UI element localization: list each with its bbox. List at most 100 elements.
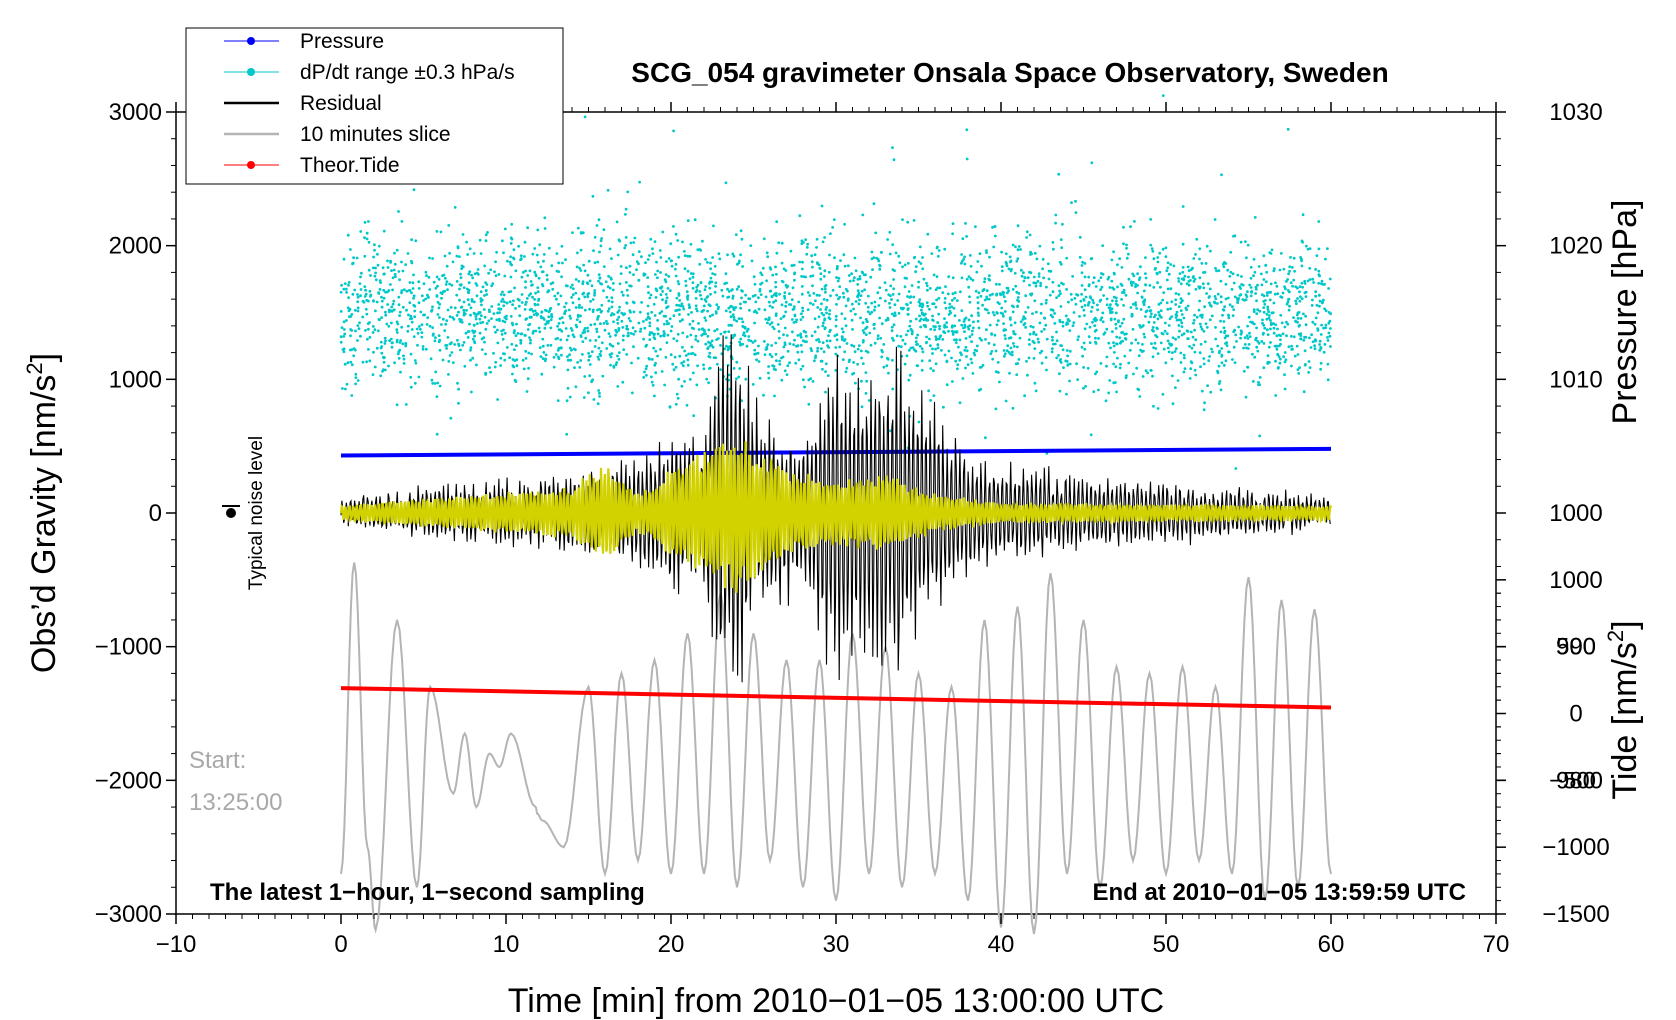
dpdt-point (346, 306, 350, 310)
dpdt-point (843, 264, 847, 268)
dpdt-point (1232, 281, 1236, 285)
dpdt-point (1110, 258, 1114, 262)
dpdt-point (909, 346, 913, 350)
dpdt-point (1220, 173, 1223, 177)
dpdt-point (953, 338, 956, 342)
dpdt-point (933, 328, 936, 332)
dpdt-point (1220, 361, 1224, 365)
dpdt-point (928, 337, 931, 341)
dpdt-point (943, 325, 946, 329)
dpdt-point (1111, 299, 1114, 303)
dpdt-point (1033, 299, 1037, 303)
dpdt-point (628, 309, 632, 313)
dpdt-point (543, 326, 547, 330)
dpdt-point (1001, 290, 1005, 294)
dpdt-point (1132, 274, 1136, 278)
dpdt-point (368, 289, 372, 293)
dpdt-point (1192, 280, 1196, 283)
dpdt-point (971, 372, 975, 375)
dpdt-point (976, 296, 980, 299)
dpdt-point (950, 298, 954, 302)
dpdt-point (676, 332, 680, 336)
dpdt-point (784, 269, 788, 272)
dpdt-point (1268, 314, 1271, 317)
dpdt-point (818, 294, 821, 297)
dpdt-point (447, 360, 451, 363)
dpdt-point (1114, 365, 1118, 369)
dpdt-point (1010, 268, 1013, 271)
dpdt-point (1185, 308, 1188, 312)
dpdt-point (554, 353, 558, 356)
dpdt-point (1144, 315, 1147, 318)
dpdt-point (596, 318, 599, 321)
dpdt-point (392, 299, 396, 303)
dpdt-point (654, 371, 658, 375)
dpdt-point (597, 218, 601, 222)
dpdt-point (377, 318, 381, 321)
dpdt-point (407, 289, 411, 292)
dpdt-point (395, 331, 399, 334)
dpdt-point (1298, 366, 1301, 369)
dpdt-point (494, 330, 497, 334)
dpdt-point (591, 194, 595, 198)
dpdt-point (590, 350, 594, 354)
dpdt-point (1055, 356, 1059, 360)
dpdt-point (1313, 338, 1317, 342)
dpdt-point (1038, 351, 1042, 355)
dpdt-point (1256, 349, 1260, 353)
dpdt-point (521, 271, 525, 274)
dpdt-point (433, 339, 437, 343)
dpdt-point (1185, 282, 1189, 286)
dpdt-point (466, 253, 470, 256)
dpdt-point (358, 321, 361, 325)
dpdt-point (417, 301, 421, 305)
dpdt-point (778, 292, 781, 296)
dpdt-point (478, 317, 482, 321)
dpdt-point (976, 260, 980, 263)
dpdt-point (368, 335, 372, 339)
dpdt-point (502, 293, 506, 297)
dpdt-point (670, 259, 673, 263)
dpdt-point (465, 240, 468, 244)
dpdt-point (1095, 370, 1099, 374)
dpdt-point (1050, 350, 1054, 354)
dpdt-point (531, 295, 534, 299)
dpdt-point (1324, 257, 1327, 261)
dpdt-point (425, 323, 429, 326)
dpdt-point (1253, 270, 1257, 274)
dpdt-point (424, 297, 427, 301)
dpdt-point (906, 220, 910, 224)
dpdt-point (1200, 389, 1204, 393)
dpdt-point (438, 316, 441, 319)
dpdt-point (779, 317, 783, 320)
dpdt-point (800, 267, 804, 271)
dpdt-point (837, 297, 840, 301)
dpdt-point (1078, 315, 1081, 318)
dpdt-point (723, 347, 726, 351)
dpdt-point (1209, 303, 1212, 307)
dpdt-point (342, 347, 346, 351)
dpdt-point (681, 305, 685, 308)
dpdt-point (621, 338, 625, 342)
dpdt-point (747, 338, 751, 342)
dpdt-point (770, 344, 773, 347)
dpdt-point (1091, 281, 1095, 284)
dpdt-point (856, 293, 860, 297)
dpdt-point (1144, 256, 1147, 259)
dpdt-point (1017, 358, 1021, 361)
dpdt-point (1086, 366, 1090, 370)
dpdt-point (593, 293, 596, 297)
dpdt-point (1288, 304, 1291, 308)
dpdt-point (340, 326, 344, 330)
dpdt-point (901, 307, 904, 311)
dpdt-point (953, 314, 957, 318)
dpdt-point (1304, 295, 1308, 298)
dpdt-point (623, 246, 627, 250)
dpdt-point (905, 303, 908, 306)
dpdt-point (1135, 366, 1139, 370)
dpdt-point (436, 381, 440, 385)
dpdt-point (989, 352, 993, 356)
dpdt-point (835, 303, 838, 306)
dpdt-point (559, 294, 563, 298)
dpdt-point (983, 277, 987, 280)
